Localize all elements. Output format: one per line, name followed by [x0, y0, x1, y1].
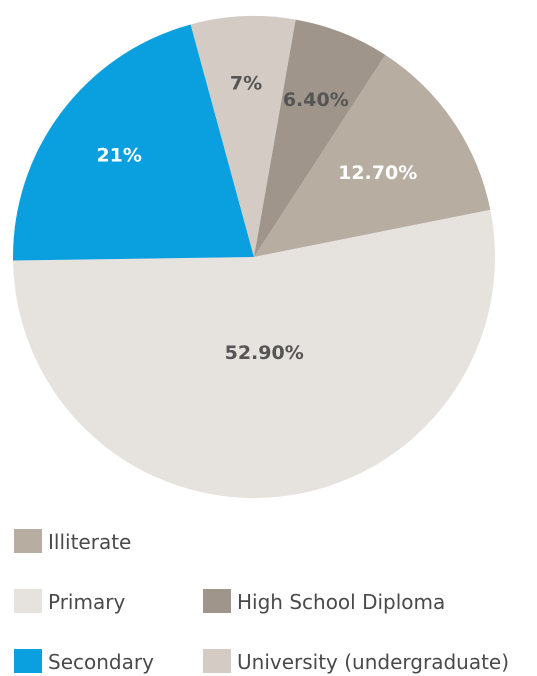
legend: Illiterate Primary High School Diploma Seco…: [14, 529, 509, 674]
legend-item-primary: Primary: [14, 589, 125, 614]
legend-label-high-school-diploma: High School Diploma: [237, 590, 445, 614]
pie-slice-labels: 12.70% 52.90% 21% 7% 6.40%: [96, 73, 417, 364]
legend-item-high-school-diploma: High School Diploma: [203, 589, 445, 614]
legend-item-university-undergraduate: University (undergraduate): [203, 649, 509, 674]
legend-label-secondary: Secondary: [48, 650, 154, 674]
legend-label-illiterate: Illiterate: [48, 530, 131, 554]
pie-slice-university-undergraduate: [190, 15, 296, 257]
legend-item-illiterate: Illiterate: [14, 529, 131, 554]
legend-swatch-primary: [14, 589, 42, 613]
slice-label-university-undergraduate: 7%: [230, 73, 262, 95]
legend-label-university-undergraduate: University (undergraduate): [237, 650, 509, 674]
slice-label-secondary: 21%: [96, 145, 141, 167]
legend-swatch-university-undergraduate: [203, 649, 231, 673]
pie-slices: [13, 15, 495, 498]
pie-slice-illiterate: [254, 54, 491, 257]
legend-swatch-illiterate: [14, 529, 42, 553]
legend-swatch-high-school-diploma: [203, 589, 231, 613]
pie-slice-primary: [13, 209, 495, 498]
slice-label-illiterate: 12.70%: [338, 162, 417, 184]
pie-slice-high-school-diploma: [254, 19, 386, 258]
slice-label-primary: 52.90%: [225, 342, 304, 364]
legend-item-secondary: Secondary: [14, 649, 154, 674]
slice-label-high-school-diploma: 6.40%: [283, 89, 349, 111]
legend-label-primary: Primary: [48, 590, 125, 614]
legend-swatch-secondary: [14, 649, 42, 673]
pie-slice-secondary: [13, 24, 254, 261]
